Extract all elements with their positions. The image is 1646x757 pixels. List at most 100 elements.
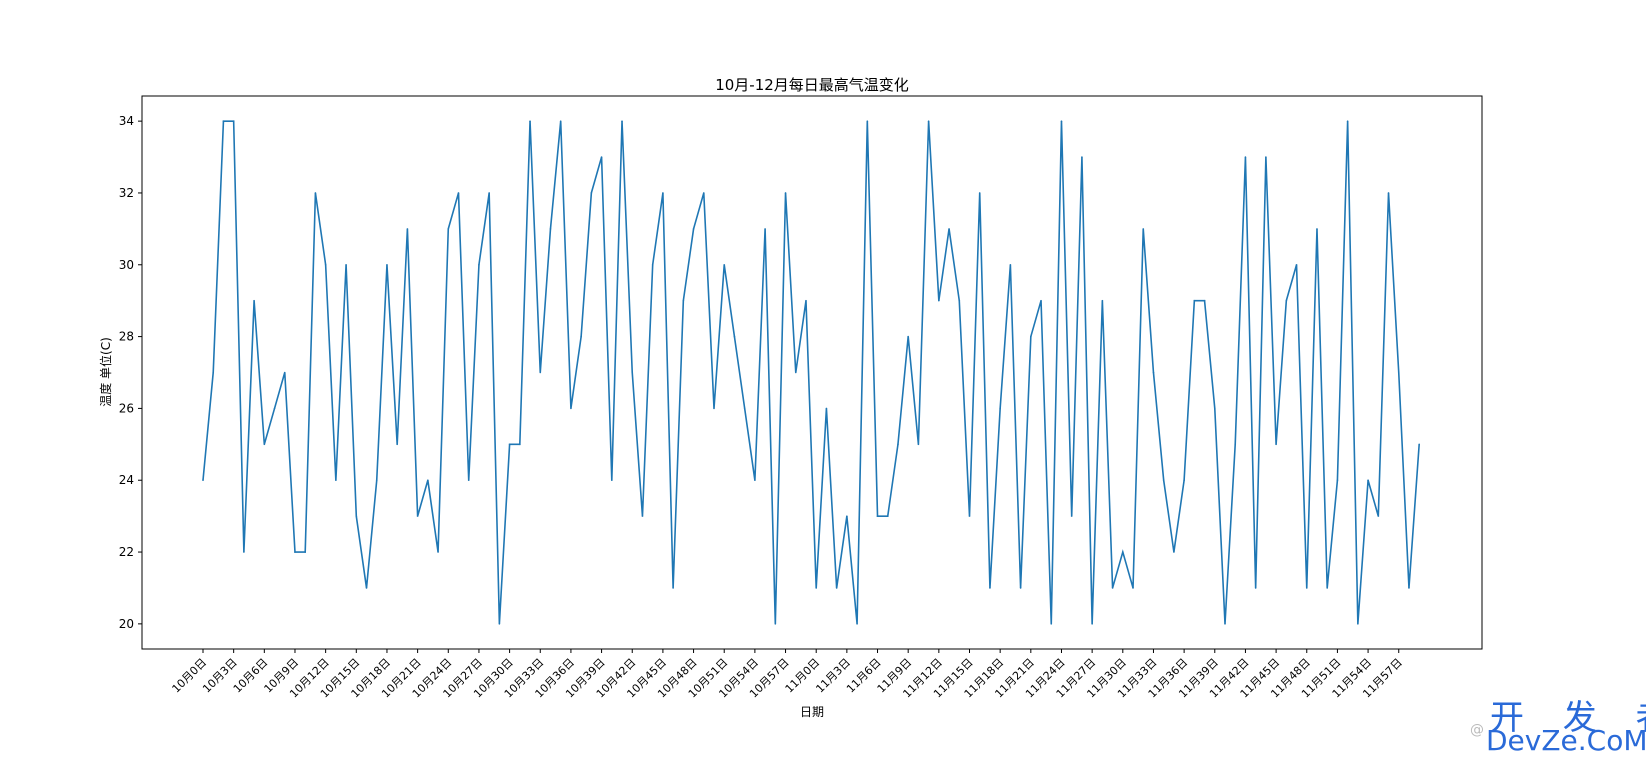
data-point xyxy=(1397,371,1400,374)
data-point xyxy=(1050,623,1053,625)
data-point xyxy=(273,407,276,410)
data-point xyxy=(989,587,991,589)
data-point xyxy=(774,623,777,625)
data-point xyxy=(253,299,255,302)
data-point xyxy=(600,156,603,158)
data-point xyxy=(856,623,858,625)
chart-title: 10月-12月每日最高气温变化 xyxy=(715,76,909,94)
y-tick-label: 34 xyxy=(119,114,134,128)
data-point xyxy=(1305,587,1308,589)
data-point xyxy=(815,587,817,589)
data-point xyxy=(784,192,787,194)
data-point xyxy=(1122,551,1124,553)
data-point xyxy=(621,120,623,122)
watermark-brand-chinese: 开 发 者 xyxy=(1490,698,1646,738)
data-point xyxy=(427,479,429,482)
data-point xyxy=(641,515,644,517)
data-point xyxy=(1275,443,1277,446)
data-point xyxy=(1193,299,1196,302)
data-point xyxy=(764,228,766,230)
data-point xyxy=(733,335,736,338)
data-point xyxy=(825,407,828,410)
data-point xyxy=(1418,443,1420,446)
data-point xyxy=(508,443,511,446)
data-point xyxy=(314,192,317,194)
watermark-at-sign: @ xyxy=(1470,722,1484,738)
data-point xyxy=(938,299,940,302)
data-point xyxy=(917,443,920,446)
data-point xyxy=(375,479,378,482)
data-point xyxy=(611,479,613,482)
data-point xyxy=(958,299,961,302)
data-point xyxy=(304,551,307,553)
data-point xyxy=(1132,587,1134,589)
data-point xyxy=(662,192,664,194)
data-point xyxy=(294,551,296,553)
data-point xyxy=(1336,479,1339,482)
data-point xyxy=(1408,587,1410,589)
x-axis: 10月0日10月3日10月6日10月9日10月12日10月15日10月18日10… xyxy=(170,649,1405,700)
data-point xyxy=(907,335,909,338)
data-point xyxy=(702,192,705,194)
data-point xyxy=(948,228,950,230)
data-point xyxy=(999,407,1001,410)
data-point xyxy=(478,263,480,266)
data-point xyxy=(1183,479,1185,482)
data-point xyxy=(1244,156,1247,158)
data-point xyxy=(835,587,838,589)
data-point xyxy=(1081,156,1083,158)
data-point xyxy=(437,551,439,553)
data-point xyxy=(897,443,899,446)
y-tick-label: 26 xyxy=(119,401,134,415)
data-point xyxy=(365,587,368,589)
data-point xyxy=(978,192,981,194)
data-point xyxy=(1224,623,1226,625)
data-point xyxy=(549,228,552,230)
y-tick-label: 28 xyxy=(119,330,134,344)
data-point xyxy=(713,407,715,410)
data-point xyxy=(283,371,286,374)
data-point xyxy=(846,515,848,517)
data-point xyxy=(886,515,889,517)
data-point xyxy=(805,299,807,302)
data-point xyxy=(1152,371,1155,374)
data-point xyxy=(345,263,347,266)
data-point xyxy=(335,479,337,482)
data-point xyxy=(1142,228,1145,230)
data-point xyxy=(682,299,685,302)
data-point xyxy=(968,515,971,517)
data-point xyxy=(1285,299,1288,302)
data-point xyxy=(1326,587,1328,589)
data-point xyxy=(396,443,398,446)
data-point xyxy=(1346,120,1349,122)
data-point xyxy=(1377,515,1380,517)
plot-area-frame xyxy=(141,95,1483,650)
y-axis: 20 22 24 26 28 30 32 34 xyxy=(119,114,142,631)
temperature-series-line xyxy=(202,120,1420,624)
data-point xyxy=(1316,228,1318,230)
data-point xyxy=(1173,551,1175,553)
data-point xyxy=(1101,299,1104,302)
data-point xyxy=(488,192,490,194)
data-point xyxy=(651,263,654,266)
data-point xyxy=(1091,623,1093,625)
data-point xyxy=(1254,587,1257,589)
data-point xyxy=(1203,299,1206,302)
data-point xyxy=(324,263,327,266)
data-point xyxy=(232,120,235,122)
y-tick-label: 24 xyxy=(119,473,134,487)
watermark-brand-english: DevZe.CoM xyxy=(1486,724,1646,757)
data-point xyxy=(416,515,419,517)
x-axis-label: 日期 xyxy=(800,705,824,719)
data-point xyxy=(580,335,582,338)
data-point xyxy=(539,371,542,374)
data-point xyxy=(672,587,674,589)
data-point xyxy=(529,120,531,122)
y-tick-label: 30 xyxy=(119,258,134,272)
data-point xyxy=(743,407,746,410)
y-tick-label: 22 xyxy=(119,545,134,559)
data-point xyxy=(1060,120,1063,122)
data-point xyxy=(243,551,245,553)
data-point xyxy=(1265,156,1267,158)
